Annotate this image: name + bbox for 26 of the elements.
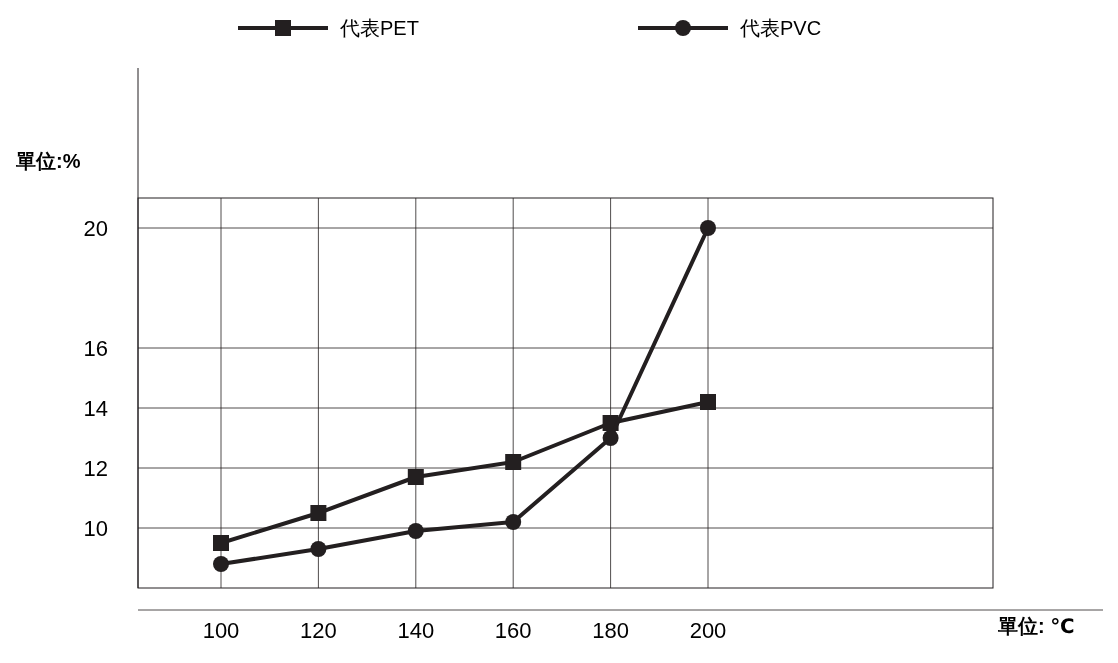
y-tick-label: 20 <box>83 215 108 241</box>
x-tick-label: 180 <box>592 618 629 643</box>
point <box>407 469 424 485</box>
legend-label: 代表PVC <box>739 17 822 39</box>
point <box>700 220 716 236</box>
legend-label: 代表PET <box>339 17 419 39</box>
point <box>505 454 522 470</box>
x-tick-label: 100 <box>202 618 240 643</box>
point <box>213 556 229 572</box>
y-tick-label: 10 <box>83 515 108 541</box>
y-tick-label: 14 <box>83 395 108 421</box>
y-tick-label: 16 <box>83 335 108 361</box>
x-tick-label: 140 <box>397 618 435 643</box>
x-tick-label: 160 <box>494 618 532 643</box>
point <box>310 541 327 557</box>
point <box>700 394 716 410</box>
y-tick-label: 12 <box>83 455 108 481</box>
point <box>213 535 229 551</box>
point <box>505 514 522 530</box>
point <box>407 523 424 539</box>
point <box>602 430 619 446</box>
text: 單位: ℃ <box>997 615 1075 637</box>
x-tick-label: 120 <box>300 618 337 643</box>
x-tick-label: 200 <box>689 618 727 643</box>
y-axis-title: 單位:% <box>15 150 81 172</box>
point <box>310 505 327 521</box>
